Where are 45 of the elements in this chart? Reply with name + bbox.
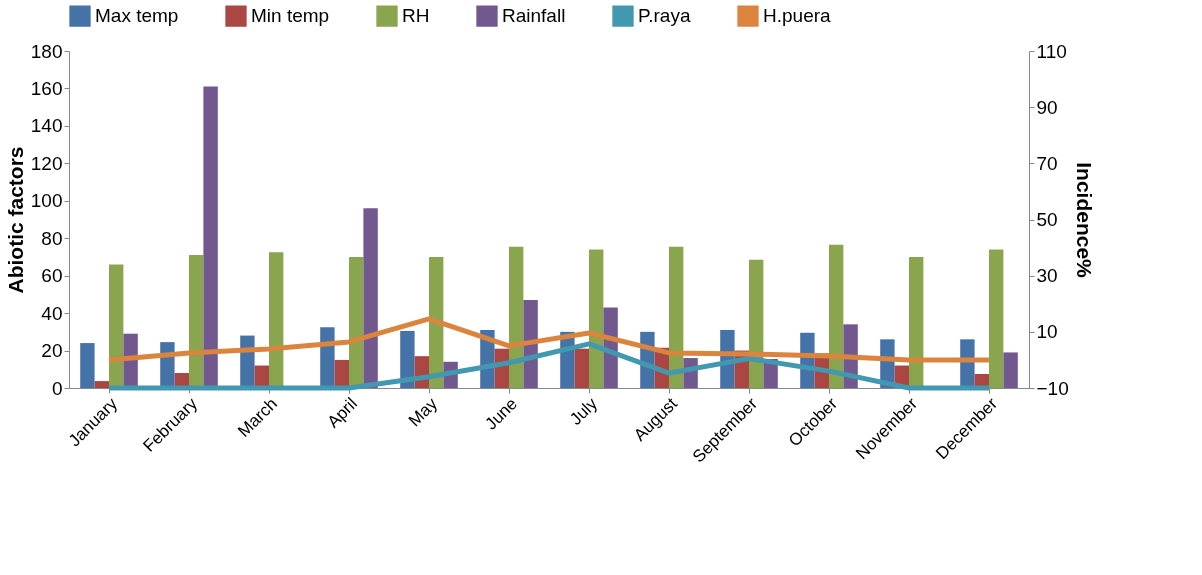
y2-tick-label: 70 xyxy=(1036,152,1058,174)
y-tick-label: 80 xyxy=(41,227,63,249)
bar xyxy=(94,381,109,388)
y-tick-label: 120 xyxy=(30,152,63,174)
bar xyxy=(80,343,95,388)
y2-tick-label: 10 xyxy=(1036,321,1058,343)
bar xyxy=(349,256,364,388)
y2-tick-label: 50 xyxy=(1036,209,1058,230)
y-tick-label: 0 xyxy=(51,377,63,399)
legend-label: H.puera xyxy=(763,5,832,27)
y2-tick-label: 30 xyxy=(1036,265,1058,287)
bar xyxy=(1003,352,1018,388)
y-tick-label: 20 xyxy=(41,340,63,362)
bar xyxy=(189,255,204,388)
y2-axis-title: Incidence% xyxy=(1072,162,1096,279)
bar xyxy=(363,208,378,388)
bar xyxy=(829,244,844,388)
legend-label: Max temp xyxy=(95,5,179,27)
legend-label: Rainfall xyxy=(502,5,566,27)
y2-tick-label: 90 xyxy=(1036,96,1058,118)
y-tick-label: 40 xyxy=(41,302,63,324)
bar xyxy=(749,259,764,388)
bar xyxy=(203,86,218,388)
legend-label: P.raya xyxy=(638,5,691,27)
bar xyxy=(109,264,124,388)
y-tick-label: 100 xyxy=(30,190,63,212)
bar xyxy=(989,249,1004,388)
bar xyxy=(589,249,604,388)
y-tick-label: 180 xyxy=(30,40,63,62)
y-axis-title: Abiotic factors xyxy=(3,146,27,294)
bar xyxy=(909,256,924,388)
y2-tick-label: −10 xyxy=(1036,377,1069,399)
x-tick-label: July xyxy=(566,393,602,429)
legend-label: Min temp xyxy=(251,5,330,27)
y-tick-label: 160 xyxy=(30,77,63,99)
bar xyxy=(509,246,524,388)
legend-label: RH xyxy=(402,5,430,27)
y2-tick-label: 110 xyxy=(1036,40,1067,62)
y-tick-label: 140 xyxy=(30,115,63,137)
bar xyxy=(574,348,589,388)
bar xyxy=(400,330,415,388)
bar xyxy=(334,359,349,388)
bar xyxy=(269,252,284,388)
y-tick-label: 60 xyxy=(41,265,63,287)
bar xyxy=(669,246,684,388)
